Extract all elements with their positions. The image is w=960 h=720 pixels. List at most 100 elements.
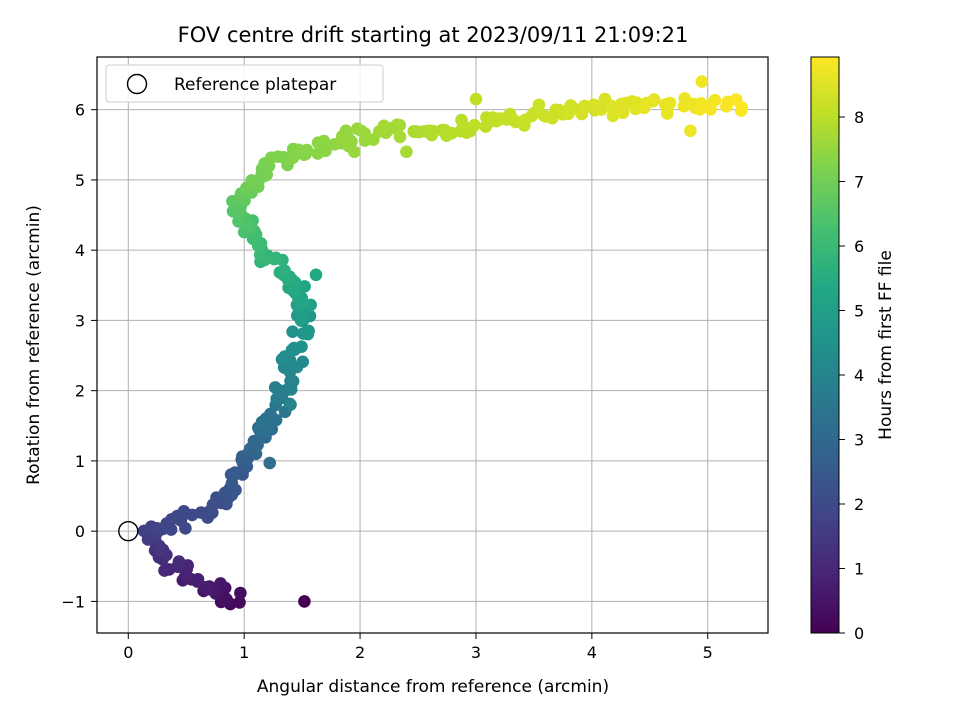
y-axis-ticks: −1 0 1 2 3 4 5 6	[61, 101, 97, 611]
scatter-point	[456, 119, 470, 132]
scatter-point	[269, 251, 283, 265]
scatter-point	[309, 268, 323, 282]
scatter-points	[118, 75, 749, 611]
y-axis-label: Rotation from reference (arcmin)	[24, 205, 44, 485]
scatter-point	[185, 508, 199, 522]
scatter-point	[393, 130, 407, 144]
legend-marker-reference	[126, 73, 148, 95]
scatter-point	[164, 523, 178, 536]
scatter-point	[468, 118, 481, 132]
colorbar-tick-label: 3	[854, 430, 864, 449]
scatter-point	[295, 295, 309, 309]
scatter-point	[592, 100, 605, 113]
chart-title: FOV centre drift starting at 2023/09/11 …	[178, 23, 689, 47]
y-tick-label: 2	[75, 382, 85, 401]
x-tick-label: 2	[355, 643, 365, 662]
scatter-point	[283, 353, 297, 367]
scatter-point	[236, 450, 249, 463]
scatter-point	[355, 124, 368, 138]
y-tick-label: 0	[75, 522, 85, 541]
x-axis-ticks: 0 1 2 3 4 5	[123, 633, 713, 662]
scatter-point	[300, 143, 314, 157]
scatter-point	[562, 107, 575, 121]
scatter-point	[153, 543, 166, 556]
scatter-point	[296, 355, 310, 369]
scatter-point	[179, 569, 193, 583]
x-tick-label: 1	[239, 643, 249, 662]
scatter-point	[393, 119, 407, 132]
y-tick-label: 5	[75, 171, 85, 190]
scatter-point	[278, 264, 291, 277]
scatter-point	[150, 522, 164, 535]
colorbar-label: Hours from first FF file	[876, 250, 896, 440]
scatter-point	[176, 508, 190, 522]
scatter-point	[695, 75, 709, 88]
scatter-point	[298, 280, 311, 293]
scatter-point	[172, 555, 186, 568]
scatter-point	[295, 313, 308, 327]
scatter-point	[646, 94, 660, 108]
x-tick-label: 3	[471, 643, 481, 662]
scatter-point	[285, 343, 299, 357]
scatter-point	[234, 586, 247, 600]
colorbar-ticks: 0 1 2 3 4 5 6 7 8	[839, 108, 864, 643]
colorbar-tick-label: 8	[854, 108, 864, 127]
scatter-point	[637, 101, 651, 115]
colorbar-tick-label: 4	[854, 366, 864, 385]
scatter-point	[377, 119, 391, 133]
x-tick-label: 5	[703, 643, 713, 662]
scatter-point	[255, 415, 269, 429]
scatter-point	[348, 145, 361, 159]
colorbar-tick-label: 6	[854, 237, 864, 256]
scatter-point	[469, 92, 483, 106]
scatter-point	[663, 96, 677, 110]
scatter-point	[684, 124, 697, 138]
colorbar-tick-label: 2	[854, 495, 864, 514]
plot-frame	[96, 56, 769, 634]
scatter-point	[268, 381, 282, 394]
legend-box	[105, 64, 384, 103]
scatter-point	[578, 99, 591, 113]
y-tick-label: 4	[75, 241, 85, 260]
colorbar-tick-label: 0	[854, 624, 864, 643]
scatter-point	[335, 131, 349, 145]
scatter-point	[284, 398, 297, 412]
scatter-point	[442, 126, 456, 139]
scatter-point	[203, 507, 217, 521]
scatter-point	[191, 573, 205, 586]
legend-entry-reference: Reference platepar	[174, 75, 336, 95]
scatter-point	[158, 564, 171, 577]
scatter-point	[228, 466, 242, 479]
colorbar: 0 1 2 3 4 5 6 7 8 Hours from first FF file	[810, 56, 896, 643]
scatter-point	[317, 134, 331, 148]
scatter-point	[295, 340, 308, 354]
scatter-point	[532, 98, 546, 112]
scatter-point	[616, 106, 630, 120]
scatter-point	[546, 111, 559, 125]
scatter-point	[286, 325, 299, 339]
scatter-point	[298, 595, 311, 608]
y-tick-label: 1	[75, 452, 85, 471]
colorbar-tick-label: 7	[854, 172, 864, 191]
scatter-point	[400, 145, 413, 159]
y-tick-label: 6	[75, 101, 85, 120]
scatter-point	[509, 115, 522, 129]
x-axis-label: Angular distance from reference (arcmin)	[257, 677, 609, 697]
x-tick-label: 4	[587, 643, 597, 662]
scatter-point	[263, 456, 277, 470]
legend: Reference platepar	[105, 64, 384, 103]
scatter-point	[271, 150, 285, 163]
scatter-point	[245, 174, 258, 187]
scatter-point	[242, 219, 255, 233]
scatter-point	[735, 101, 749, 114]
y-tick-label: −1	[61, 592, 85, 611]
scatter-point	[300, 325, 314, 339]
colorbar-tick-label: 1	[854, 559, 864, 578]
colorbar-gradient	[810, 56, 840, 634]
x-tick-label: 0	[123, 643, 133, 662]
plot-area	[97, 57, 768, 633]
scatter-point	[426, 124, 440, 138]
grid	[97, 57, 768, 633]
colorbar-tick-label: 5	[854, 301, 864, 320]
